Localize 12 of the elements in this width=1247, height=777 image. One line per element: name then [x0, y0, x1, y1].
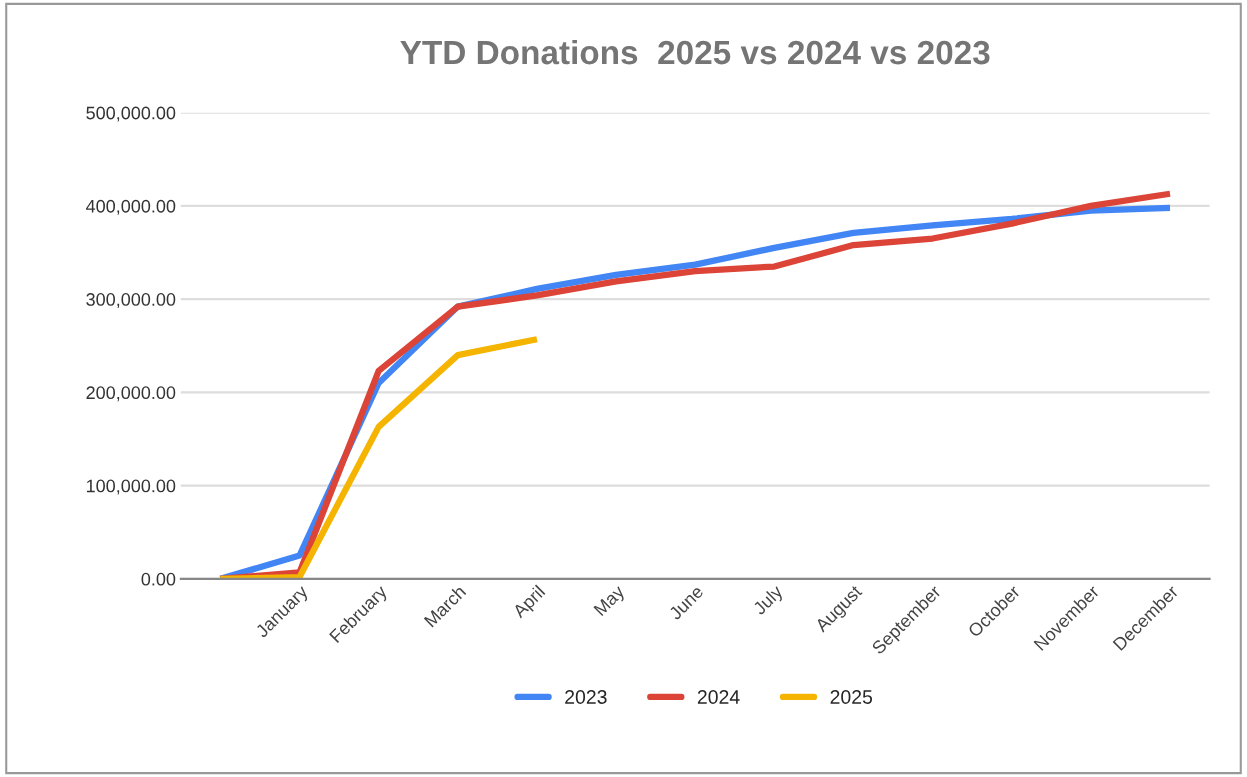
legend-label: 2024 [697, 690, 740, 704]
y-tick-label: 400,000.00 [86, 199, 176, 215]
x-tick-label: July [751, 583, 787, 619]
legend-label: 2023 [565, 690, 607, 704]
y-tick-label: 300,000.00 [86, 293, 176, 308]
y-tick-label: 500,000.00 [86, 106, 176, 122]
chart-title: YTD Donations 2025 vs 2024 vs 2023 [400, 39, 990, 65]
legend-label: 2025 [830, 690, 873, 704]
y-tick-label: 100,000.00 [86, 479, 176, 495]
y-tick-label: 0.00 [141, 572, 176, 586]
x-tick-label: May [593, 584, 628, 619]
y-tick-label: 200,000.00 [86, 386, 176, 402]
